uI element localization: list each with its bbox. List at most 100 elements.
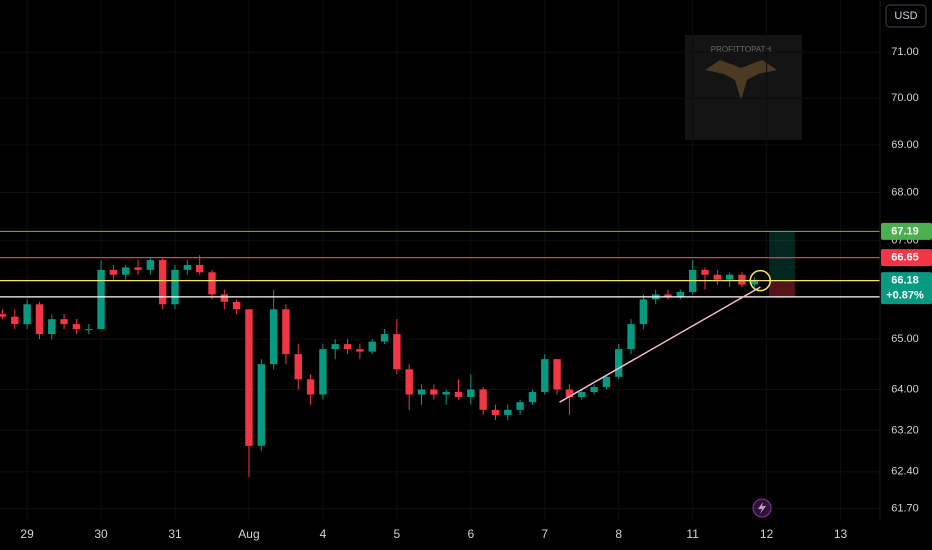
- candle-body: [627, 324, 635, 350]
- candle-body: [122, 267, 130, 275]
- candle-body: [405, 369, 413, 395]
- candle-body: [269, 309, 278, 365]
- candle-body: [23, 304, 31, 325]
- candle-body: [356, 349, 364, 352]
- price-circle: [749, 269, 772, 292]
- candle-body: [676, 291, 685, 297]
- x-tick-label: Aug: [238, 527, 259, 541]
- candle-body: [504, 409, 512, 415]
- x-tick-label: 4: [320, 527, 327, 541]
- candle-body: [171, 269, 179, 305]
- x-tick-label: 12: [760, 527, 774, 541]
- candle-body: [158, 260, 167, 305]
- candle-body: [725, 274, 734, 280]
- candle-body: [738, 274, 746, 285]
- x-tick-label: 30: [94, 527, 108, 541]
- candle-body: [85, 329, 93, 331]
- watermark: PROFITTOPATH: [685, 35, 802, 140]
- y-tick-label: 71.00: [891, 46, 919, 58]
- candle-body: [232, 301, 241, 310]
- profit-zone: [769, 231, 795, 281]
- price-tag-label: 66.18: [891, 275, 919, 287]
- candle-body: [134, 267, 142, 270]
- candle-body: [48, 319, 56, 335]
- candle-body: [380, 334, 389, 342]
- y-tick-label: 68.00: [891, 186, 919, 198]
- candle-body: [195, 264, 204, 273]
- y-tick-label: 61.70: [891, 502, 919, 514]
- candle-body: [602, 376, 611, 387]
- candle-body: [615, 349, 623, 377]
- candle-body: [257, 364, 265, 446]
- x-tick-label: 8: [615, 527, 622, 541]
- y-tick-label: 69.00: [891, 139, 919, 151]
- candle-body: [11, 316, 19, 325]
- x-tick-label: 31: [168, 527, 182, 541]
- price-tag-label: 67.19: [891, 225, 919, 237]
- y-tick-label: 62.40: [891, 466, 919, 478]
- candle-body: [245, 309, 253, 446]
- candle-body: [319, 349, 327, 395]
- candle-body: [208, 272, 216, 295]
- price-tag: [881, 249, 932, 267]
- candle-body: [565, 389, 574, 398]
- lightning: [758, 502, 766, 514]
- candle-body: [479, 389, 487, 410]
- y-tick-label: 63.20: [891, 424, 919, 436]
- trendline: [559, 286, 761, 403]
- candle-body: [541, 359, 549, 393]
- candle-body: [183, 264, 192, 270]
- x-tick-label: 11: [686, 527, 699, 541]
- candle-body: [343, 344, 352, 350]
- grid: [0, 0, 880, 520]
- candle-body: [35, 304, 44, 335]
- candle-body: [430, 389, 438, 395]
- plot: [0, 230, 880, 477]
- candle-body: [491, 409, 500, 415]
- currency-button[interactable]: [885, 4, 927, 28]
- currency: USD: [894, 10, 917, 22]
- y-tick-label: 70.00: [891, 92, 919, 104]
- candle-body: [146, 260, 155, 270]
- candle-body: [664, 294, 672, 297]
- candle-body: [97, 269, 105, 330]
- y-tick-label: 64.00: [891, 383, 919, 395]
- candle-body: [294, 354, 302, 380]
- candle-body: [72, 324, 81, 330]
- candle-body: [306, 379, 315, 395]
- x-tick-label: 6: [467, 527, 474, 541]
- candle-body: [368, 341, 376, 352]
- candle-body: [553, 359, 561, 390]
- y-tick-label: 65.00: [891, 333, 919, 345]
- candle-body: [393, 334, 401, 370]
- candle-body: [528, 392, 537, 403]
- watermark-text: PROFITTOPATH: [711, 45, 772, 54]
- candle-body: [331, 344, 339, 350]
- price-tag-label: 66.65: [891, 252, 919, 264]
- price-change: +0.87%: [886, 290, 924, 302]
- candle-body: [701, 269, 709, 275]
- loss-zone: [769, 280, 795, 297]
- candle-body: [578, 392, 586, 398]
- price-tag: [881, 272, 932, 305]
- x-tick-label: 13: [834, 527, 848, 541]
- candle-body: [442, 392, 450, 395]
- candle-body: [590, 386, 598, 393]
- candle-body: [467, 389, 475, 398]
- x-tick-label: 7: [541, 527, 548, 541]
- candle-body: [220, 294, 229, 302]
- price-tag: [881, 222, 932, 240]
- x-tick-label: 5: [394, 527, 401, 541]
- candle-body: [516, 402, 524, 410]
- candle-body: [454, 392, 463, 398]
- axes: 71.0070.0069.0068.0067.0065.0064.0063.20…: [20, 46, 932, 541]
- candle-body: [639, 299, 648, 325]
- candle-body: [109, 269, 118, 275]
- x-tick-label: 29: [20, 527, 34, 541]
- candle-body: [60, 319, 68, 325]
- candle-body: [282, 309, 290, 355]
- candle-body: [750, 280, 758, 285]
- candle-body: [713, 274, 722, 280]
